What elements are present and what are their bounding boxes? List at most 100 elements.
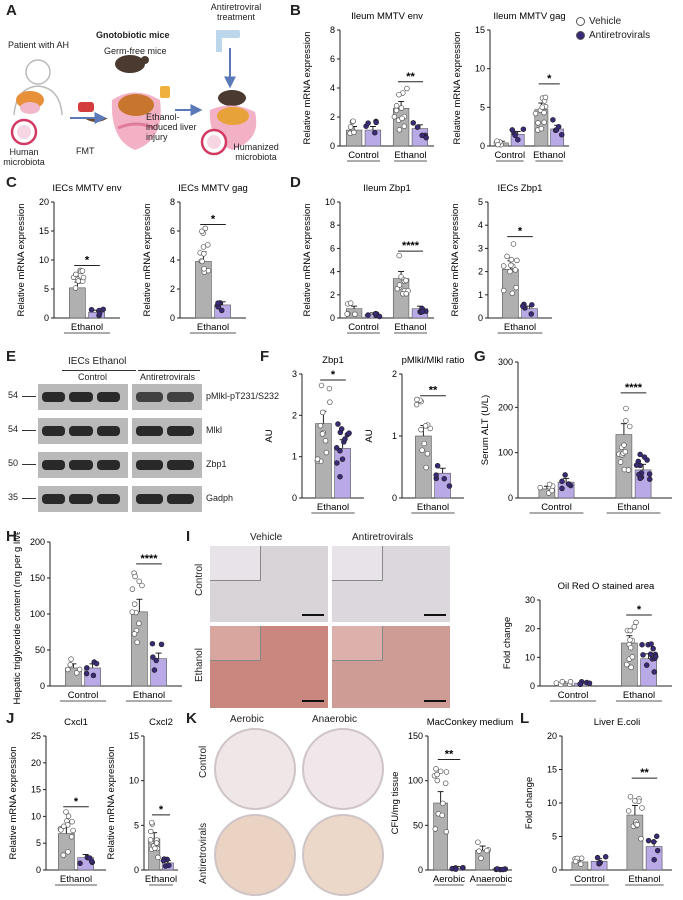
panel-label-g: G bbox=[474, 348, 486, 365]
humanized-label: Humanized microbiota bbox=[233, 142, 279, 162]
point-vehicle bbox=[134, 639, 140, 646]
y-tick-label: 5 bbox=[36, 838, 41, 848]
inset-ethanol-vehicle bbox=[210, 626, 261, 661]
point-vehicle bbox=[327, 399, 333, 405]
x-category-label: Ethanol bbox=[317, 502, 349, 513]
point-vehicle bbox=[422, 423, 429, 429]
x-category-label: Ethanol bbox=[504, 322, 536, 333]
point-antiretrovirals bbox=[419, 308, 426, 315]
micro-col-vehicle: Vehicle bbox=[250, 532, 283, 543]
micrograph-ethanol-antiretrovirals bbox=[332, 626, 450, 708]
point-antiretrovirals bbox=[446, 483, 453, 489]
blot-header-line-left bbox=[62, 370, 136, 371]
point-vehicle bbox=[65, 849, 71, 855]
point-vehicle bbox=[440, 800, 446, 807]
blot-band bbox=[96, 494, 120, 504]
chart-ileum-mmtv-gag: Ileum MMTV gag Relative mRNA expression 0 5… bbox=[452, 11, 569, 162]
point-vehicle bbox=[73, 670, 80, 676]
point-antiretrovirals bbox=[596, 860, 602, 867]
blot-lane-group bbox=[132, 486, 202, 512]
blot-protein-label: pMlkl-pT231/S232 bbox=[206, 391, 280, 401]
y-tick-label: 4 bbox=[170, 255, 175, 265]
point-vehicle bbox=[626, 423, 633, 430]
treated-mouse-icon bbox=[218, 90, 246, 106]
plate-antiretrovirals-aerobic bbox=[214, 814, 296, 896]
panel-label-d: D bbox=[290, 174, 301, 191]
chart-iecs-mmtv-env: IECs MMTV env Relative mRNA expression 0 5 1… bbox=[16, 183, 122, 334]
point-antiretrovirals bbox=[88, 306, 95, 313]
significance-label: ** bbox=[406, 71, 415, 83]
point-vehicle bbox=[403, 291, 409, 297]
x-category-label: Ethanol bbox=[394, 150, 426, 161]
scale-bar bbox=[302, 614, 324, 616]
antiretroviral-label: Antiretroviral treatment bbox=[210, 2, 262, 22]
point-antiretrovirals bbox=[602, 854, 609, 860]
chart-pmlkl-ratio: pMlkl/Mlkl ratio AU 0 1 2 Ethanol ** bbox=[364, 355, 464, 514]
point-vehicle bbox=[129, 586, 136, 592]
bar-vehicle bbox=[69, 287, 86, 319]
point-antiretrovirals bbox=[648, 641, 654, 647]
y-tick-label: 20 bbox=[39, 197, 49, 207]
x-category-label: Anaerobic bbox=[470, 874, 513, 885]
point-vehicle bbox=[500, 287, 507, 294]
y-tick-label: 2 bbox=[292, 410, 297, 420]
point-vehicle bbox=[617, 459, 624, 465]
micro-col-antiretrovirals: Antiretrovirals bbox=[352, 532, 414, 543]
point-vehicle bbox=[623, 418, 629, 424]
point-antiretrovirals bbox=[453, 866, 459, 872]
plate-col-anaerobic: Anaerobic bbox=[312, 714, 358, 725]
x-category-label: Control bbox=[348, 322, 379, 333]
point-antiretrovirals bbox=[372, 310, 379, 317]
blot-band bbox=[136, 392, 163, 402]
y-tick-label: 0 bbox=[552, 865, 557, 875]
y-tick-label: 15 bbox=[31, 785, 41, 795]
point-antiretrovirals bbox=[149, 640, 156, 647]
point-vehicle bbox=[578, 861, 584, 867]
point-antiretrovirals bbox=[500, 866, 506, 873]
point-vehicle bbox=[423, 464, 429, 471]
point-antiretrovirals bbox=[219, 307, 225, 314]
significance-label: **** bbox=[402, 240, 420, 252]
y-tick-label: 4 bbox=[478, 220, 483, 230]
point-vehicle bbox=[139, 582, 145, 589]
ethanol-glass-icon bbox=[160, 86, 170, 98]
chart-title: Ileum MMTV gag bbox=[493, 11, 565, 22]
point-vehicle bbox=[148, 819, 155, 826]
blot-protein-label: Mlkl bbox=[206, 425, 222, 435]
point-antiretrovirals bbox=[647, 651, 654, 657]
y-tick-label: 6 bbox=[170, 226, 175, 236]
y-tick-label: 15 bbox=[39, 226, 49, 236]
point-vehicle bbox=[75, 278, 82, 284]
significance-label: * bbox=[74, 796, 79, 808]
point-vehicle bbox=[512, 267, 519, 273]
chart-liver-ecoli: Liver E.coli Fold change 0 5 10 15 20 Control Et… bbox=[524, 717, 672, 886]
point-antiretrovirals bbox=[337, 473, 343, 480]
point-vehicle bbox=[199, 258, 205, 265]
y-tick-label: 8 bbox=[330, 25, 335, 35]
chart-cxcl2: Cxcl2 Relative mRNA expression 0 5 10 15 Ethan… bbox=[106, 717, 178, 886]
y-tick-label: 2 bbox=[170, 284, 175, 294]
chart-title: Cxcl2 bbox=[149, 717, 173, 728]
chart-title: MacConkey medium bbox=[427, 717, 514, 728]
point-vehicle bbox=[484, 847, 490, 854]
point-antiretrovirals bbox=[650, 645, 656, 652]
blot-lane-group bbox=[132, 384, 202, 410]
point-vehicle bbox=[155, 854, 161, 861]
chart-cxcl1: Cxcl1 Relative mRNA expression 0 5 10 15 20 25 E… bbox=[8, 717, 106, 886]
humanized-liver-icon bbox=[217, 107, 249, 125]
point-vehicle bbox=[538, 125, 545, 132]
blot-mw-tick bbox=[22, 464, 36, 465]
y-tick-label: 150 bbox=[30, 573, 45, 583]
scale-bar bbox=[424, 700, 446, 702]
gnotobiotic-label: Gnotobiotic mice bbox=[96, 30, 170, 40]
x-category-label: Ethanol bbox=[133, 690, 165, 701]
legend-vehicle-label: Vehicle bbox=[589, 16, 622, 27]
ethanol-injury-label: Ethanol-induced liver injury bbox=[146, 112, 197, 142]
western-blot-panel: IECs Ethanol Control Antiretrovirals 54 p… bbox=[8, 356, 279, 526]
point-antiretrovirals bbox=[338, 426, 345, 432]
y-tick-label: 50 bbox=[413, 820, 423, 830]
scale-bar bbox=[424, 614, 446, 616]
panel-label-a: A bbox=[6, 2, 17, 19]
gut-icon bbox=[20, 102, 40, 114]
point-antiretrovirals bbox=[653, 833, 660, 840]
